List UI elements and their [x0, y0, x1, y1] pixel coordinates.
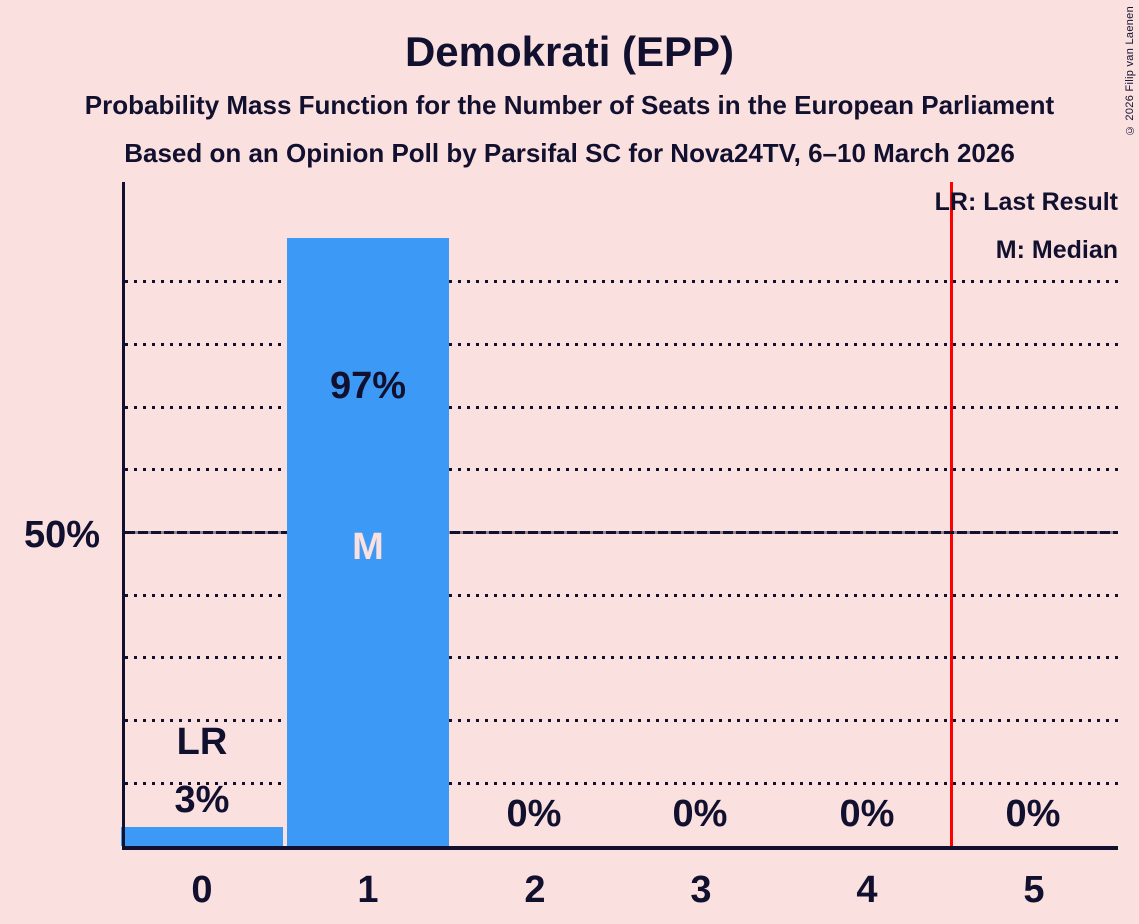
median-annotation: M	[352, 526, 384, 568]
bar-value-label-5: 0%	[1005, 793, 1061, 835]
x-axis	[122, 846, 1118, 850]
legend-last-result: LR: Last Result	[934, 188, 1118, 216]
y-tick-label-50: 50%	[23, 514, 100, 556]
gridline-20	[125, 719, 1118, 722]
bar-value-label-0: 3%	[174, 779, 230, 821]
gridline-60	[125, 468, 1118, 471]
bar-1	[287, 238, 449, 846]
gridline-10	[125, 782, 1118, 785]
y-axis	[122, 182, 125, 850]
bar-value-label-3: 0%	[672, 793, 728, 835]
gridline-40	[125, 594, 1118, 597]
bar-value-label-4: 0%	[839, 793, 895, 835]
gridline-70	[125, 406, 1118, 409]
x-tick-label-5: 5	[1023, 869, 1045, 911]
last-result-annotation: LR	[176, 721, 228, 763]
x-tick-label-2: 2	[524, 869, 546, 911]
plot-area: LR M 3% 97% 0% 0% 0% 0%	[121, 182, 1118, 850]
chart-subtitle-line-2: Based on an Opinion Poll by Parsifal SC …	[124, 138, 1015, 168]
bar-0	[121, 827, 283, 846]
gridline-90	[125, 280, 1118, 283]
chart-title: Demokrati (EPP)	[404, 28, 735, 75]
gridline-50-major	[125, 531, 1118, 534]
legend-median: M: Median	[995, 236, 1118, 264]
copyright-text: © 2026 Filip van Laenen	[1124, 6, 1136, 137]
x-tick-label-0: 0	[191, 869, 213, 911]
last-result-marker-line	[950, 182, 953, 846]
x-tick-label-4: 4	[856, 869, 878, 911]
gridline-80	[125, 343, 1118, 346]
chart-subtitle-line-1: Probability Mass Function for the Number…	[84, 90, 1055, 120]
gridline-30	[125, 656, 1118, 659]
x-tick-label-3: 3	[690, 869, 712, 911]
bar-value-label-2: 0%	[506, 793, 562, 835]
x-tick-label-1: 1	[357, 869, 379, 911]
bar-value-label-1: 97%	[329, 365, 407, 407]
